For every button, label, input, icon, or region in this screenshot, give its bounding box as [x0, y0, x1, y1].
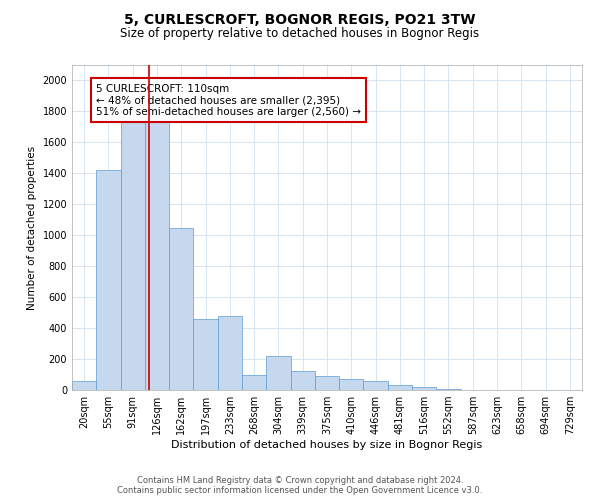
Bar	[436, 389, 461, 390]
Bar	[193, 319, 218, 390]
Bar	[364, 382, 388, 390]
Text: Size of property relative to detached houses in Bognor Regis: Size of property relative to detached ho…	[121, 28, 479, 40]
Bar	[96, 170, 121, 390]
Bar	[242, 374, 266, 390]
Bar	[388, 386, 412, 390]
Bar	[145, 96, 169, 390]
Bar	[72, 382, 96, 390]
Bar	[169, 228, 193, 390]
Bar	[412, 387, 436, 390]
X-axis label: Distribution of detached houses by size in Bognor Regis: Distribution of detached houses by size …	[172, 440, 482, 450]
Bar	[218, 316, 242, 390]
Bar	[339, 379, 364, 390]
Y-axis label: Number of detached properties: Number of detached properties	[27, 146, 37, 310]
Bar	[266, 356, 290, 390]
Text: 5, CURLESCROFT, BOGNOR REGIS, PO21 3TW: 5, CURLESCROFT, BOGNOR REGIS, PO21 3TW	[124, 12, 476, 26]
Text: 5 CURLESCROFT: 110sqm
← 48% of detached houses are smaller (2,395)
51% of semi-d: 5 CURLESCROFT: 110sqm ← 48% of detached …	[96, 84, 361, 117]
Bar	[290, 372, 315, 390]
Text: Contains HM Land Registry data © Crown copyright and database right 2024.
Contai: Contains HM Land Registry data © Crown c…	[118, 476, 482, 495]
Bar	[121, 96, 145, 390]
Bar	[315, 376, 339, 390]
